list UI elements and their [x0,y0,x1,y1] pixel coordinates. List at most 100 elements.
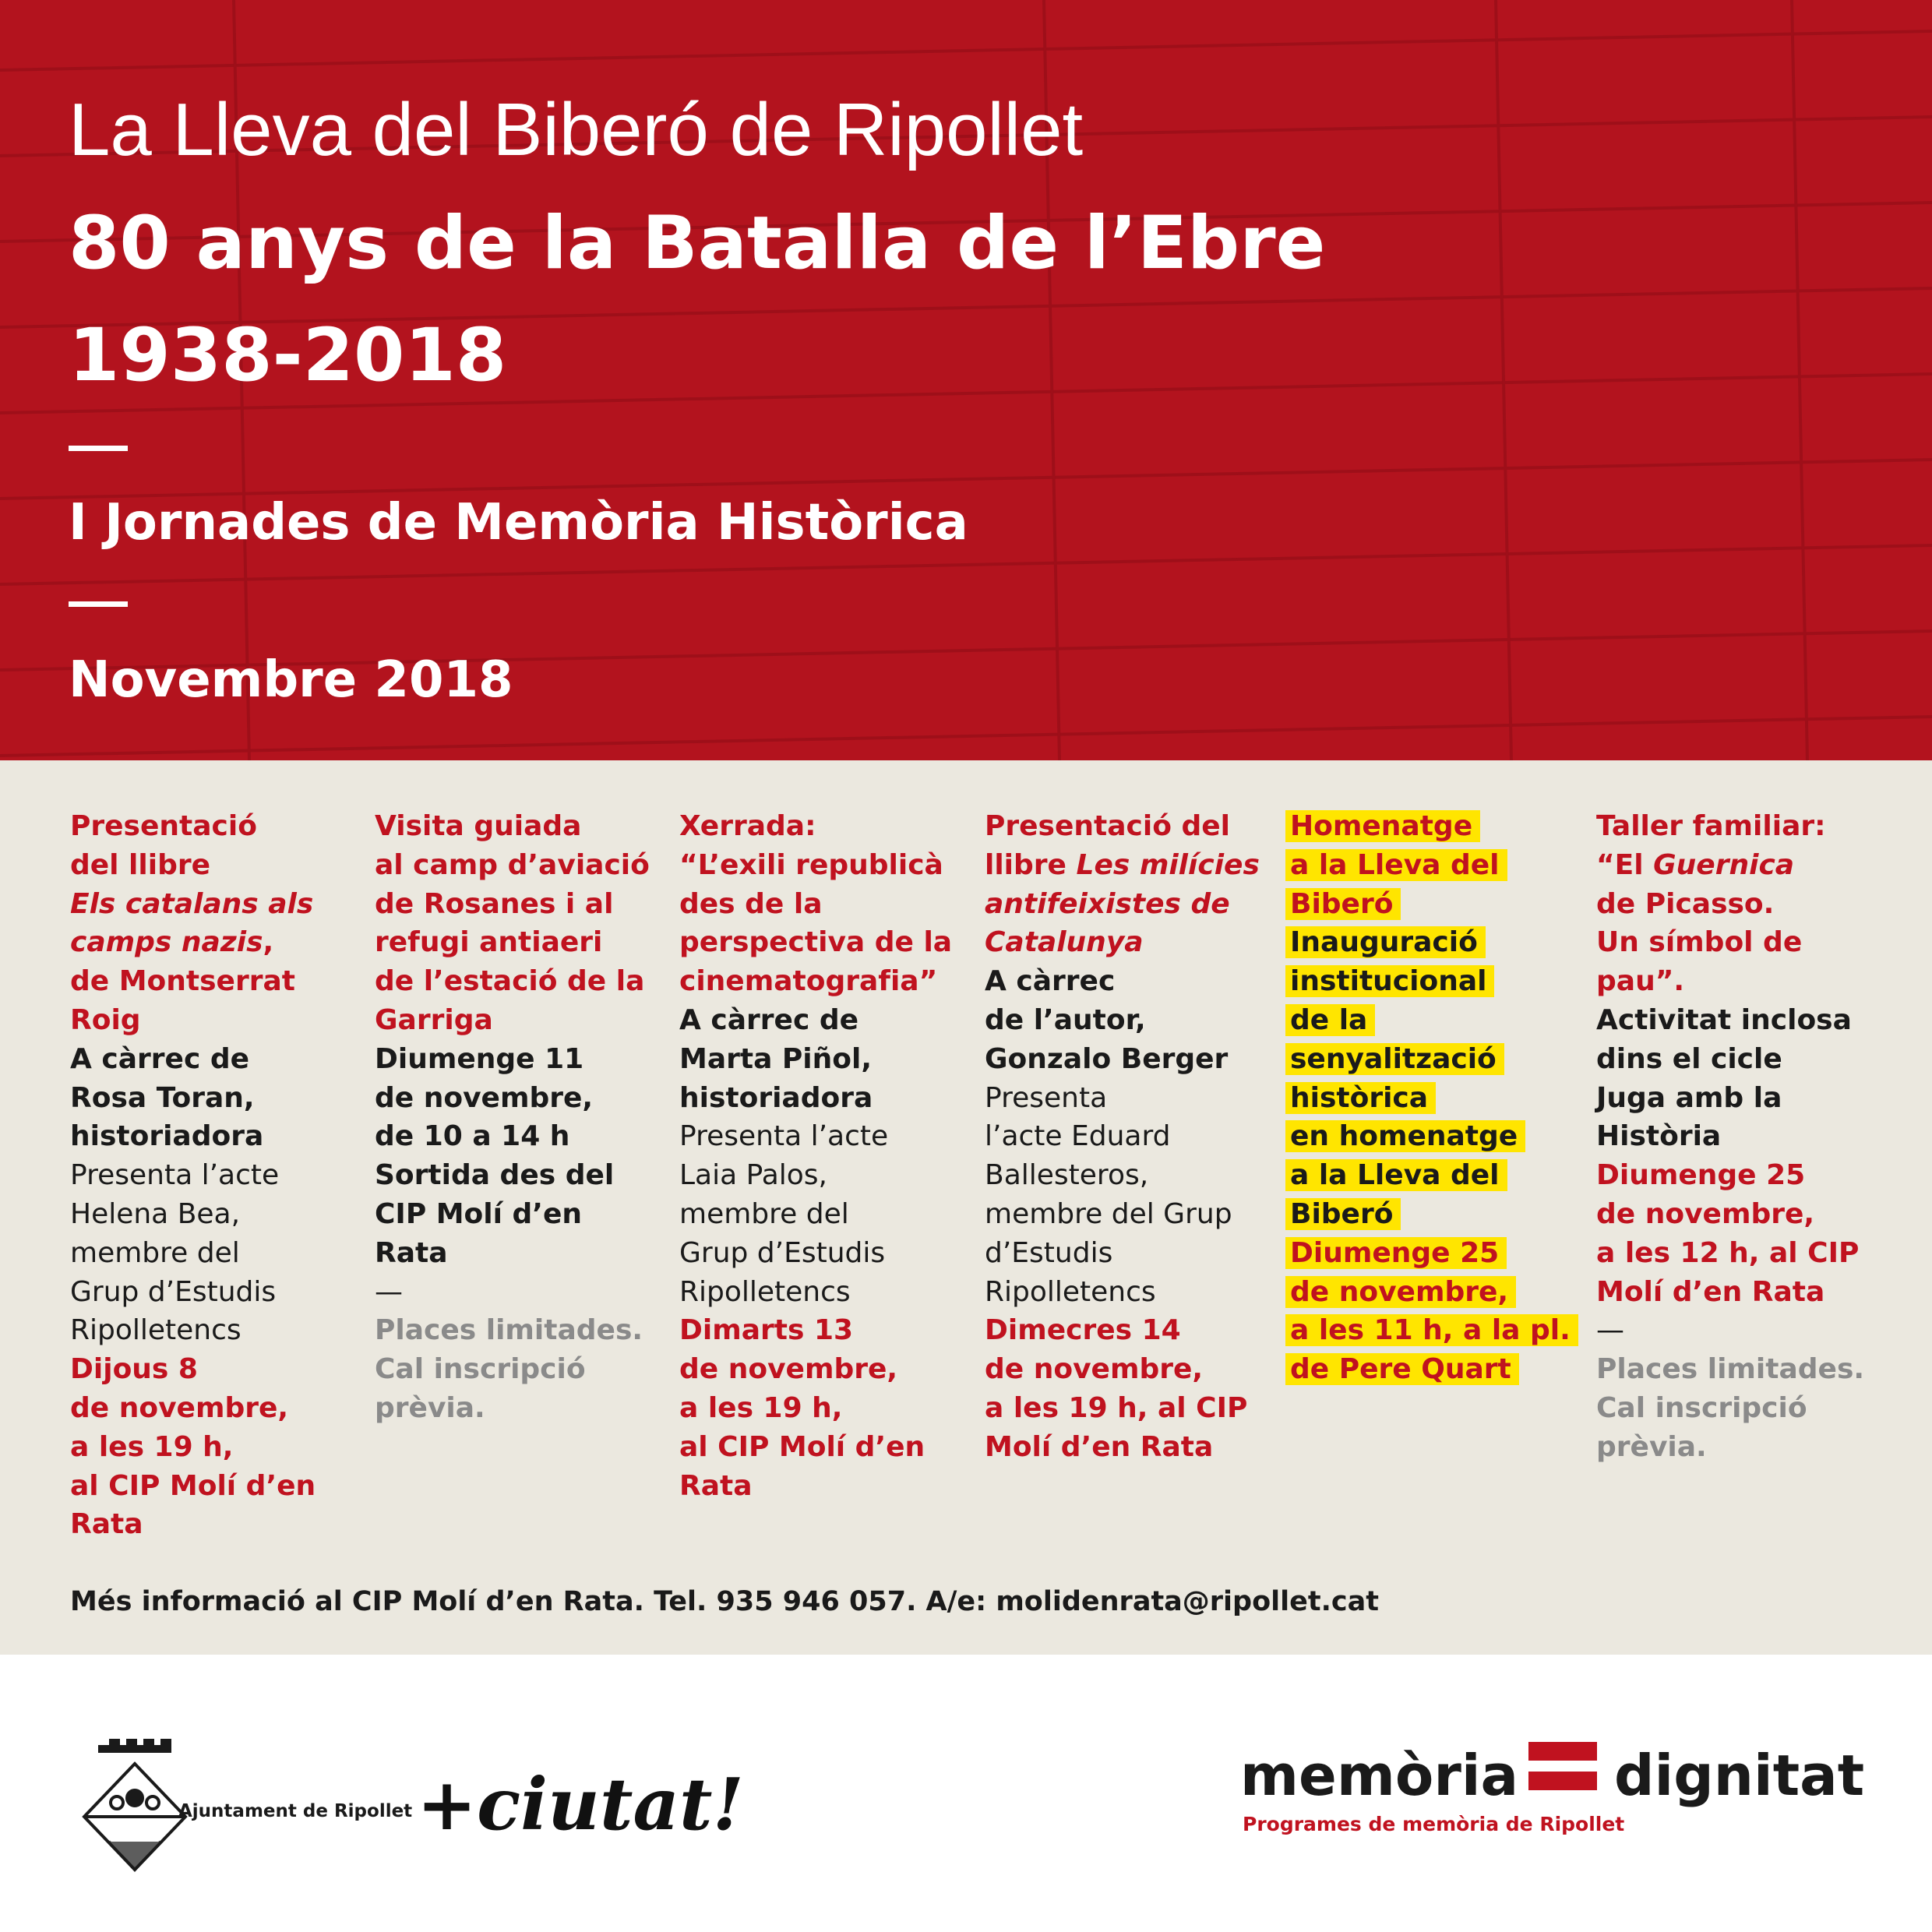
line-text: membre del Grup [985,1197,1232,1230]
line-text: Gonzalo Berger [985,1042,1229,1075]
event-line: Cal inscripció [1596,1389,1864,1428]
line-text: historiadora [70,1120,264,1153]
shield-logo [82,1739,188,1872]
event-line: de l’autor, [985,1001,1260,1040]
event-line: de Montserrat [70,962,316,1001]
line-text: membre del [70,1236,240,1269]
event-column: Presentació del llibre Les milícies antife… [985,807,1260,1467]
line-text: Places limitades. [1596,1353,1865,1386]
brand-sub: Programes de memòria de Ripollet [1243,1813,1624,1835]
program: Més informació al CIP Molí d’en Rata. Te… [0,760,1932,1655]
event-line: prèvia. [1596,1428,1864,1467]
event-line: del llibre [70,846,316,885]
event-line: Taller familiar: [1596,807,1864,846]
event-line: de Picasso. [1596,885,1864,924]
line-text: Diumenge 25 [1285,1236,1507,1269]
line-text: Grup d’Estudis [70,1275,277,1308]
line-text: Presentació del [985,810,1230,842]
event-line: membre del Grup [985,1195,1260,1234]
event-line: — [375,1273,650,1312]
line-text: membre del [679,1197,849,1230]
event-line: Grup d’Estudis [679,1234,952,1273]
line-text: d’Estudis [985,1236,1113,1269]
event-line: dins el cicle [1596,1040,1864,1079]
event-line: de novembre, [1285,1273,1578,1312]
event-line: Juga amb la [1596,1079,1864,1118]
event-line: Dijous 8 [70,1350,316,1389]
line-text: de Picasso. [1596,887,1775,920]
event-line: Presentació del [985,807,1260,846]
event-block: — [375,1273,650,1312]
line-text: Diumenge 25 [1596,1159,1806,1192]
text: “El [1596,848,1654,881]
line-text: antifeixistes de [985,888,1230,920]
event-line: Catalunya [985,923,1260,962]
subtitle: I Jornades de Memòria Històrica [69,494,968,552]
line-text: de novembre, [70,1391,289,1424]
event-block: Xerrada: “L’exili republicà des de la persp… [679,807,952,1001]
event-line: al camp d’aviació [375,846,650,885]
event-line: Història [1596,1117,1864,1156]
line-text: Grup d’Estudis [679,1236,886,1269]
line-text: A càrrec [985,965,1116,998]
event-line: de 10 a 14 h [375,1117,650,1156]
event-line: Grup d’Estudis [70,1273,316,1312]
line-text: Un símbol de [1596,926,1803,959]
event-line: senyalització [1285,1040,1578,1079]
event-line: Biberó [1285,1195,1578,1234]
line-text: Cal inscripció [1596,1391,1807,1424]
line-text: pau”. [1596,965,1685,998]
event-column: Taller familiar: “El Guernica de Picasso. U… [1596,807,1864,1467]
line-text: Biberó [1285,1197,1401,1230]
line-text: Activitat inclosa [1596,1003,1852,1036]
event-line: llibre Les milícies [985,846,1260,885]
line-text: — [1596,1314,1624,1347]
line-text: Cal inscripció [375,1353,586,1386]
event-line: al CIP Molí d’en [679,1428,952,1467]
line-text: Roig [70,1003,141,1036]
italic-text: Els catalans als [70,887,314,920]
line-text: “L’exili republicà [679,848,943,881]
event-line: Rata [679,1467,952,1506]
line-text: des de la [679,887,823,920]
event-line: cinematografia” [679,962,952,1001]
event-block: Visita guiada al camp d’aviació de Rosanes… [375,807,650,1040]
event-line: Molí d’en Rata [1596,1273,1864,1312]
text: , [263,926,274,959]
line-text: historiadora [679,1081,873,1114]
line-text: a les 12 h, al CIP [1596,1236,1860,1269]
line-text: prèvia. [1596,1430,1707,1463]
event-line: Diumenge 25 [1596,1156,1864,1195]
event-line: Presentació [70,807,316,846]
line-text: Presentació [70,810,257,842]
event-line: d’Estudis [985,1234,1260,1273]
header-line: La Lleva del Biberó de Ripollet [69,88,1084,171]
event-block: Diumenge 11 de novembre, de 10 a 14 h Sorti… [375,1040,650,1273]
event-line: Presenta [985,1079,1260,1118]
event-line: Els catalans als [70,885,316,924]
dash [69,601,128,607]
line-text: al CIP Molí d’en [679,1430,925,1463]
event-line: “El Guernica [1596,846,1864,885]
event-line: Un símbol de [1596,923,1864,962]
line-text: camps nazis, [70,926,273,958]
event-line: a les 19 h, [679,1389,952,1428]
event-line: Homenatge [1285,807,1578,846]
event-line: Xerrada: [679,807,952,846]
event-line: Rata [70,1505,316,1544]
line-text: Ripolletencs [985,1275,1156,1308]
event-line: a les 12 h, al CIP [1596,1234,1864,1273]
event-line: Helena Bea, [70,1195,316,1234]
event-line: Ballesteros, [985,1156,1260,1195]
line-text: de Pere Quart [1285,1353,1519,1386]
equal-bottom [1528,1772,1597,1790]
line-text: senyalització [1285,1042,1504,1075]
line-text: perspectiva de la [679,926,953,959]
event-line: historiadora [679,1079,952,1118]
event-line: Rata [375,1234,650,1273]
event-line: a les 19 h, al CIP [985,1389,1260,1428]
event-line: institucional [1285,962,1578,1001]
event-block: Places limitades. Cal inscripció prèvia. [375,1311,650,1427]
